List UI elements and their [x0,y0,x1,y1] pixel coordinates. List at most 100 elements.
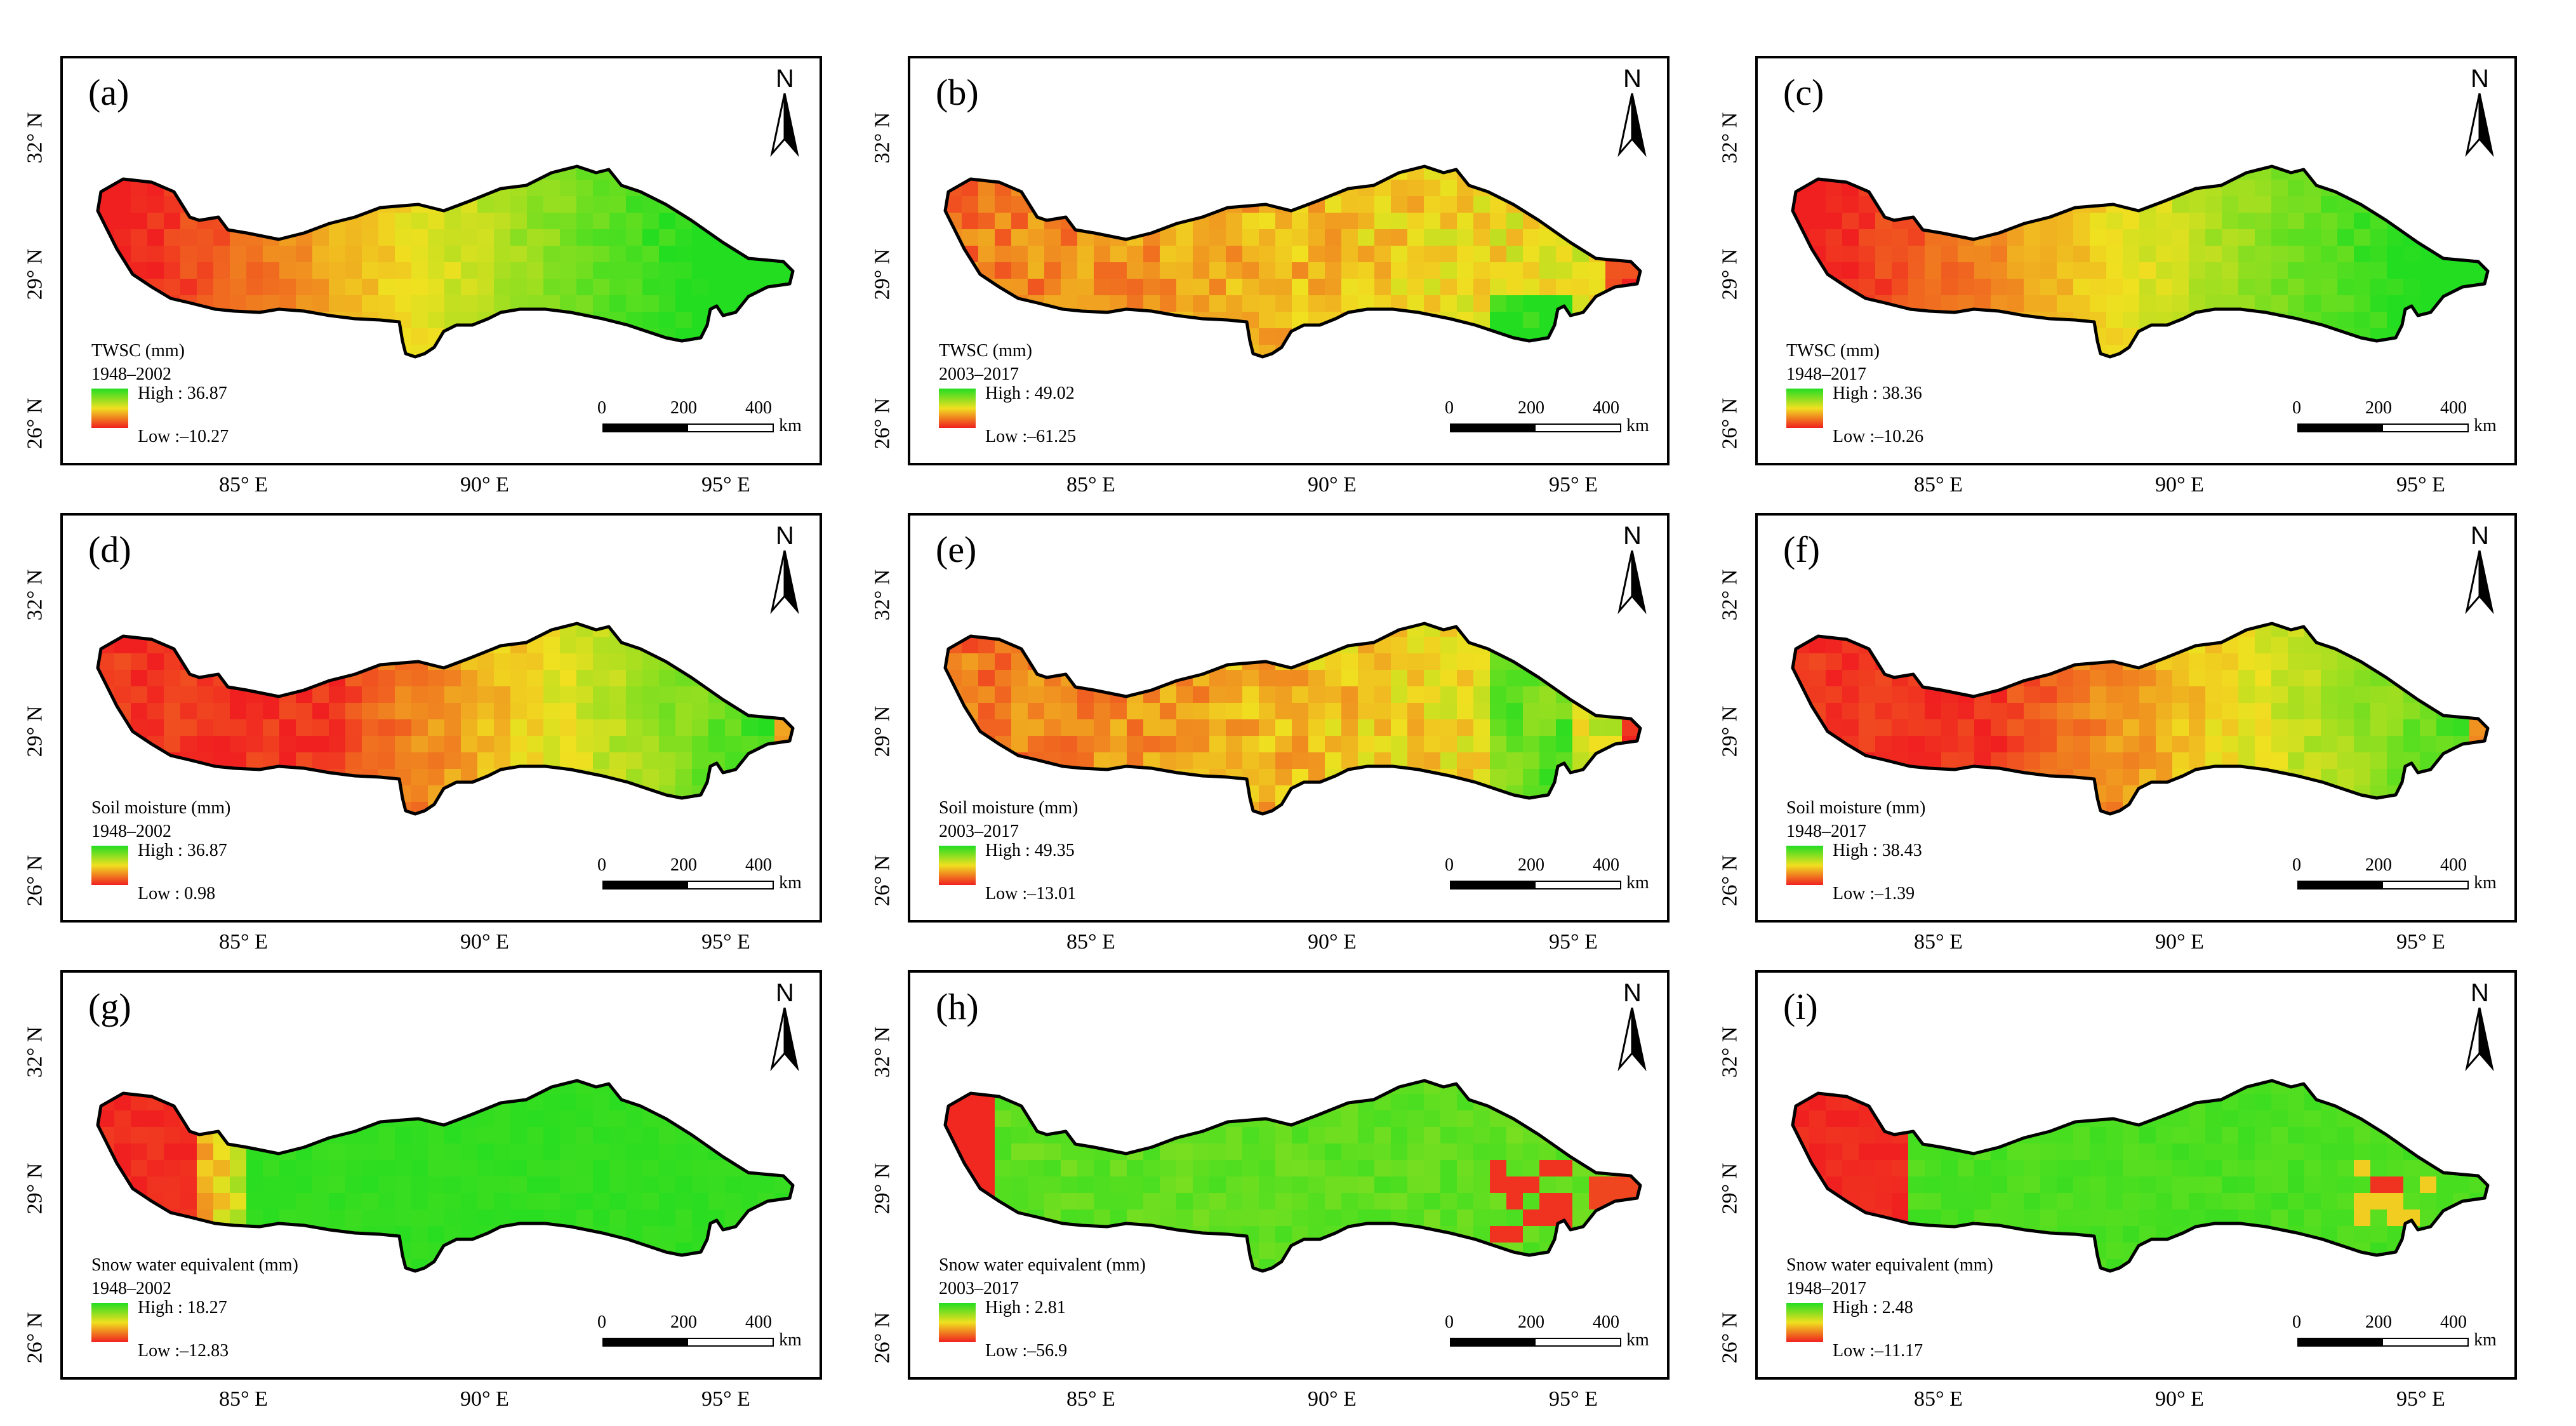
grid-cell [659,312,676,329]
grid-cell [995,1160,1012,1177]
grid-cell [2288,802,2305,814]
grid-cell [1193,1276,1210,1293]
grid-cell [1391,686,1408,703]
grid-cell [1308,1160,1325,1177]
grid-cell [1110,180,1127,197]
grid-cell [1892,1160,1909,1177]
grid-cell [1308,213,1325,230]
grid-cell [2304,262,2321,279]
grid-cell [2304,1127,2321,1144]
grid-cell [510,818,528,836]
grid-cell [2486,1081,2488,1095]
grid-cell [560,328,577,345]
grid-cell [1242,166,1259,180]
grid-cell [2073,262,2090,279]
grid-cell [1473,1209,1490,1227]
grid-cell [230,1193,247,1210]
grid-cell [1226,703,1243,720]
grid-cell [2469,769,2486,786]
grid-cell [1826,623,1843,637]
grid-cell [1292,736,1309,753]
grid-cell [2205,262,2222,279]
grid-cell [2288,1110,2305,1128]
grid-cell [659,719,676,736]
grid-cell [2189,1160,2206,1177]
grid-cell [1941,196,1958,213]
grid-cell [1638,361,1656,378]
grid-cell [1424,1127,1441,1144]
grid-cell [2255,361,2272,378]
grid-cell [312,1094,329,1111]
grid-cell [428,703,445,720]
grid-cell [1958,345,1975,357]
grid-cell [461,213,478,230]
grid-cell [378,1176,395,1194]
grid-cell [1638,279,1640,296]
grid-cell [1539,736,1557,753]
grid-cell [180,623,197,637]
grid-cell [461,246,478,263]
grid-cell [1127,703,1144,720]
grid-cell [626,1193,643,1210]
grid-cell [461,229,478,246]
grid-cell [263,818,280,836]
grid-cell [791,1081,793,1095]
grid-cell [527,670,544,687]
grid-cell [2255,719,2272,736]
grid-cell [1974,1160,1991,1177]
grid-cell [1275,180,1292,197]
grid-cell [2238,686,2255,703]
grid-cell [978,670,995,687]
grid-cell [329,328,346,345]
grid-cell [791,1094,793,1111]
grid-cell [2304,1110,2321,1128]
grid-cell [1991,623,2008,637]
grid-cell [2321,752,2338,770]
grid-cell [2073,1110,2090,1128]
grid-cell [131,1209,148,1227]
grid-cell [164,213,181,230]
grid-cell [2304,328,2321,345]
grid-cell [1457,653,1474,670]
grid-cell [362,213,379,230]
grid-cell [1523,1176,1540,1194]
grid-cell [725,328,742,345]
grid-cell [725,785,742,803]
grid-cell [1556,703,1573,720]
grid-cell [593,703,610,720]
grid-cell [213,196,230,213]
grid-cell [1143,1226,1160,1243]
grid-cell [444,166,461,180]
panel-letter: (f) [1783,529,1820,570]
grid-cell [296,328,313,345]
grid-cell [1974,719,1991,736]
grid-cell [1358,1176,1375,1194]
grid-cell [2040,328,2057,345]
grid-cell [197,229,214,246]
grid-cell [2304,1160,2321,1177]
grid-cell [1176,279,1193,296]
grid-cell [461,166,478,180]
latitude-label: 26° N [1718,397,1742,450]
latitude-label: 32° N [23,112,47,164]
grid-cell [1974,623,1991,637]
legend-color-ramp [91,846,128,885]
grid-cell [1572,1110,1590,1128]
north-label: N [1623,979,1642,1007]
longitude-label: 85° E [1914,473,1963,496]
grid-cell [1110,769,1127,786]
grid-cell [362,166,379,180]
grid-cell [1407,1259,1424,1271]
grid-cell [626,1276,643,1293]
grid-cell [1859,312,1876,329]
grid-cell [1094,279,1111,296]
grid-cell [1556,166,1573,180]
grid-cell [1374,653,1391,670]
grid-cell [741,785,759,803]
grid-cell [1523,312,1540,329]
grid-cell [642,1276,660,1293]
grid-cell [312,246,329,263]
grid-cell [2156,802,2173,814]
grid-cell [279,1276,296,1293]
grid-cell [1209,1127,1226,1144]
